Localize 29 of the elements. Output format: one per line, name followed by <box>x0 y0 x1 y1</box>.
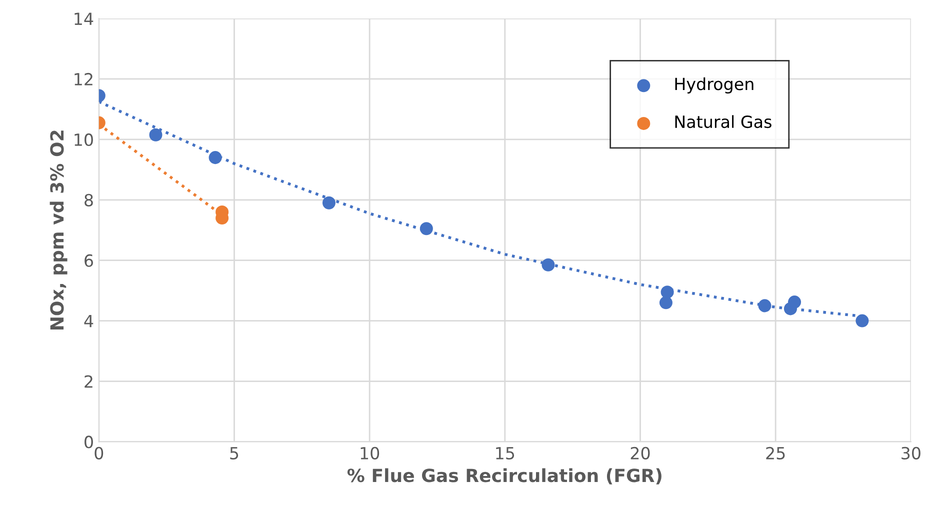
legend-label: Natural Gas <box>675 115 772 128</box>
x-tick-label: 25 <box>766 446 785 460</box>
point <box>659 296 672 310</box>
point <box>660 286 674 299</box>
point <box>758 299 772 312</box>
point <box>322 196 336 210</box>
y-tick-label: 0 <box>84 436 93 448</box>
y-tick-label: 8 <box>84 194 93 206</box>
y-tick-label: 2 <box>84 375 92 388</box>
y-tick-label: 6 <box>84 254 93 267</box>
point <box>149 128 162 142</box>
y-tick-label: 14 <box>74 12 94 25</box>
y-tick-label: 10 <box>74 133 93 146</box>
legend-label: Hydrogen <box>675 77 754 94</box>
x-tick-label: 15 <box>496 447 514 460</box>
point <box>420 222 433 236</box>
point <box>208 151 222 164</box>
y-axis-title: NOx, ppm vd 3% O2 <box>50 130 68 330</box>
point <box>788 296 802 309</box>
x-tick-label: 30 <box>902 446 920 460</box>
x-tick-label: 20 <box>630 446 650 460</box>
x-tick-label: 10 <box>360 446 380 460</box>
point <box>856 314 869 328</box>
y-tick-label: 4 <box>84 314 94 328</box>
x-axis-title: % Flue Gas Recirculation (FGR) <box>347 468 662 484</box>
x-tick-label: 0 <box>94 446 104 460</box>
point <box>542 258 555 272</box>
y-tick-label: 12 <box>74 72 92 86</box>
x-tick-label: 5 <box>230 447 238 460</box>
